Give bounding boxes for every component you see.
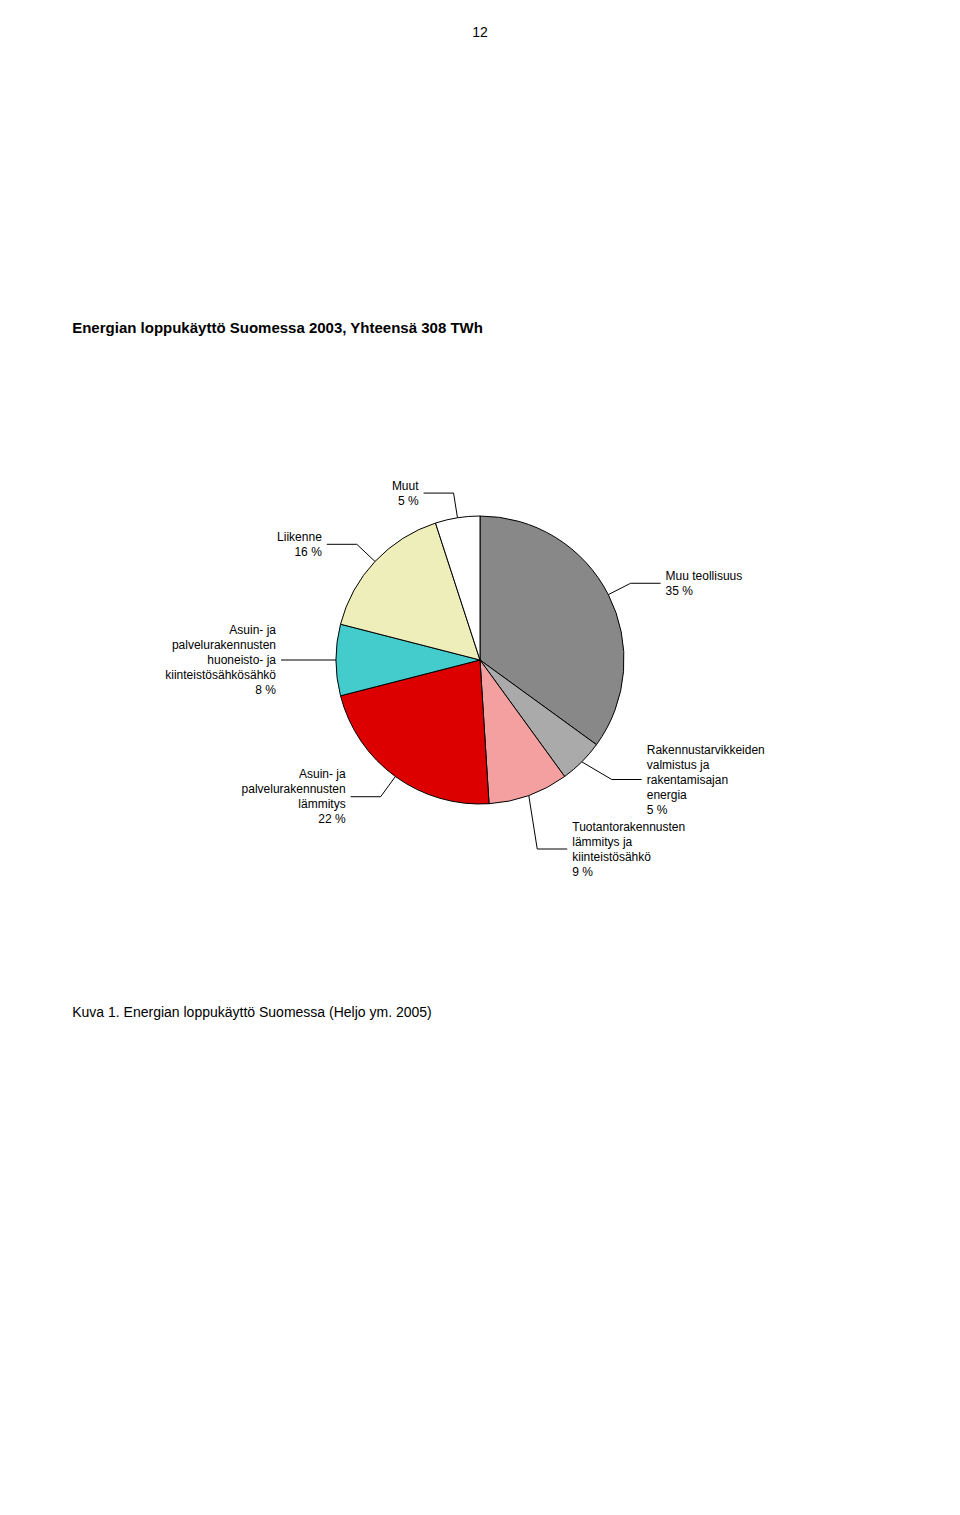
svg-text:valmistus ja: valmistus ja bbox=[647, 758, 710, 772]
svg-text:palvelurakennusten: palvelurakennusten bbox=[172, 638, 276, 652]
svg-text:16 %: 16 % bbox=[294, 545, 322, 559]
svg-text:lämmitys ja: lämmitys ja bbox=[572, 835, 632, 849]
svg-text:5 %: 5 % bbox=[647, 803, 668, 817]
svg-text:lämmitys: lämmitys bbox=[298, 797, 345, 811]
svg-text:Liikenne: Liikenne bbox=[277, 530, 322, 544]
svg-text:22 %: 22 % bbox=[318, 812, 346, 826]
svg-text:huoneisto- ja: huoneisto- ja bbox=[207, 653, 276, 667]
svg-text:Tuotantorakennusten: Tuotantorakennusten bbox=[572, 820, 685, 834]
svg-text:5 %: 5 % bbox=[398, 494, 419, 508]
svg-text:Rakennustarvikkeiden: Rakennustarvikkeiden bbox=[647, 743, 765, 757]
svg-text:Muut: Muut bbox=[392, 479, 419, 493]
svg-text:Asuin- ja: Asuin- ja bbox=[299, 767, 346, 781]
svg-text:Asuin- ja: Asuin- ja bbox=[229, 623, 276, 637]
svg-text:12: 12 bbox=[472, 24, 488, 40]
svg-text:kiinteistösähkö: kiinteistösähkö bbox=[572, 850, 651, 864]
svg-text:Kuva 1. Energian loppukäyttö S: Kuva 1. Energian loppukäyttö Suomessa (H… bbox=[72, 1004, 432, 1020]
svg-text:Energian loppukäyttö Suomessa: Energian loppukäyttö Suomessa 2003, Yhte… bbox=[72, 319, 483, 336]
svg-text:Muu teollisuus: Muu teollisuus bbox=[666, 569, 743, 583]
svg-text:9 %: 9 % bbox=[572, 865, 593, 879]
svg-text:35 %: 35 % bbox=[666, 584, 694, 598]
svg-text:energia: energia bbox=[647, 788, 687, 802]
svg-text:kiinteistösähkösähkö: kiinteistösähkösähkö bbox=[165, 668, 276, 682]
svg-text:8 %: 8 % bbox=[255, 683, 276, 697]
svg-text:rakentamisajan: rakentamisajan bbox=[647, 773, 728, 787]
svg-text:palvelurakennusten: palvelurakennusten bbox=[242, 782, 346, 796]
